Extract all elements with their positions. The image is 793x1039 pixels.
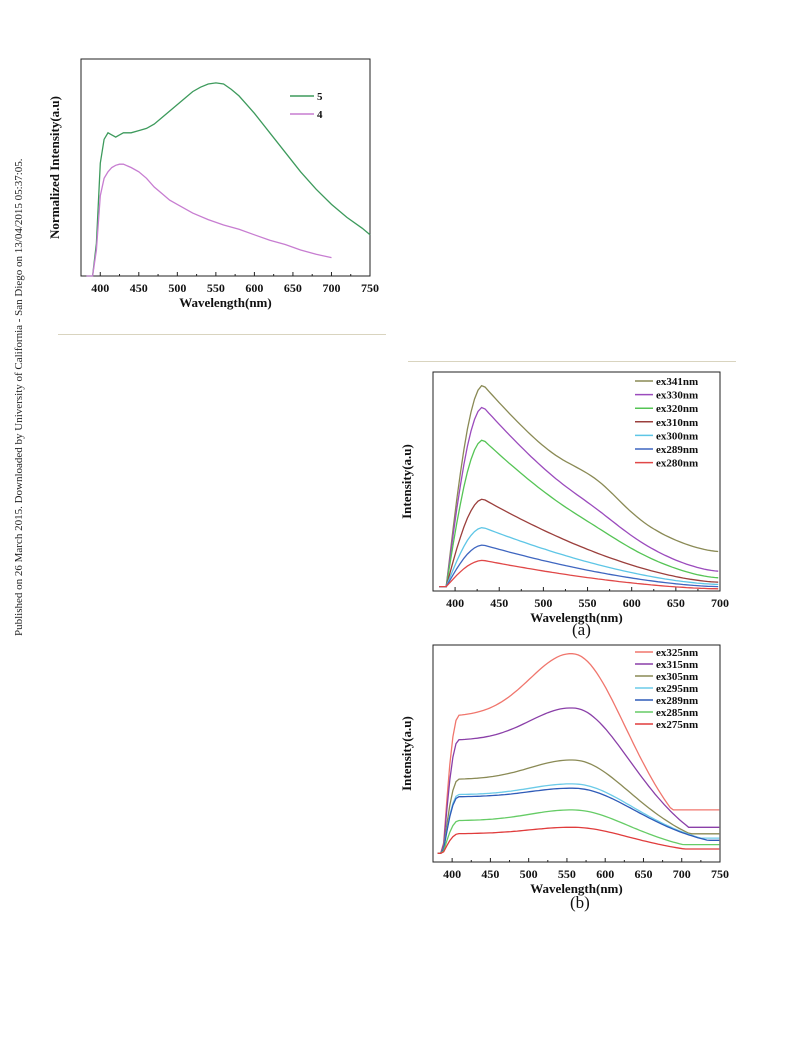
x-tick-label: 550 bbox=[579, 596, 597, 610]
series-line-4 bbox=[86, 163, 332, 277]
y-axis-label: Normalized Intensity(a.u) bbox=[47, 96, 62, 239]
chart-a-intensity: 400 450 500 550 600 650 700 Wavelength(nm) Inten… bbox=[399, 371, 729, 625]
legend-label-ex289nm: ex289nm bbox=[656, 444, 698, 456]
chart-normalized-intensity: 400 450 500 550 600 650 700 750 Wavelength(nm) No… bbox=[47, 58, 379, 310]
series-line-ex325nm bbox=[437, 653, 720, 854]
series-line-ex285nm bbox=[437, 809, 720, 854]
plot-frame bbox=[432, 371, 721, 592]
series-line-ex310nm bbox=[439, 498, 719, 588]
x-tick-label: 750 bbox=[711, 867, 729, 881]
legend-label-4: 4 bbox=[317, 109, 323, 121]
x-axis-label: Wavelength(nm) bbox=[179, 295, 271, 310]
series-line-ex280nm bbox=[439, 559, 719, 590]
legend-label-5: 5 bbox=[317, 91, 323, 103]
legend-label-ex330nm: ex330nm bbox=[656, 390, 698, 402]
legend-label-ex295nm: ex295nm bbox=[656, 683, 698, 695]
legend-label-ex305nm: ex305nm bbox=[656, 671, 698, 683]
legend-label-ex275nm: ex275nm bbox=[656, 719, 698, 731]
divider-left bbox=[58, 334, 386, 335]
x-axis-label: Wavelength(nm) bbox=[530, 881, 622, 896]
x-tick-label: 700 bbox=[711, 596, 729, 610]
legend-label-ex315nm: ex315nm bbox=[656, 659, 698, 671]
series-line-5 bbox=[86, 82, 371, 277]
x-axis-label: Wavelength(nm) bbox=[530, 610, 622, 625]
plot-frame bbox=[432, 644, 721, 863]
x-tick-label: 550 bbox=[207, 281, 225, 295]
legend-label-ex341nm: ex341nm bbox=[656, 376, 698, 388]
series-line-ex341nm bbox=[439, 384, 719, 588]
series-line-ex305nm bbox=[437, 759, 720, 854]
series-line-ex289nm bbox=[437, 787, 720, 854]
x-tick-label: 600 bbox=[623, 596, 641, 610]
x-tick-label: 750 bbox=[361, 281, 379, 295]
series-line-ex289nm bbox=[439, 544, 719, 588]
legend-label-ex280nm: ex280nm bbox=[656, 458, 698, 470]
legend-label-ex285nm: ex285nm bbox=[656, 707, 698, 719]
series-line-ex275nm bbox=[437, 826, 720, 854]
series-line-ex315nm bbox=[437, 707, 720, 854]
x-tick-label: 650 bbox=[667, 596, 685, 610]
x-tick-label: 500 bbox=[534, 596, 552, 610]
chart-b-intensity: 400 450 500 550 600 650 700 750 Wavelength(nm) In… bbox=[399, 644, 729, 896]
legend-label-ex300nm: ex300nm bbox=[656, 430, 698, 442]
x-tick-label: 600 bbox=[245, 281, 263, 295]
series-line-ex295nm bbox=[437, 783, 720, 854]
legend-label-ex289nm: ex289nm bbox=[656, 695, 698, 707]
legend-label-ex310nm: ex310nm bbox=[656, 417, 698, 429]
legend-label-ex325nm: ex325nm bbox=[656, 647, 698, 659]
x-tick-label: 400 bbox=[91, 281, 109, 295]
x-tick-label: 450 bbox=[490, 596, 508, 610]
x-tick-label: 450 bbox=[481, 867, 499, 881]
x-tick-label: 500 bbox=[520, 867, 538, 881]
x-tick-label: 500 bbox=[168, 281, 186, 295]
plot-frame bbox=[80, 58, 371, 277]
y-axis-label: Intensity(a.u) bbox=[399, 444, 414, 519]
x-tick-label: 600 bbox=[596, 867, 614, 881]
y-axis-label: Intensity(a.u) bbox=[399, 716, 414, 791]
series-line-ex300nm bbox=[439, 527, 719, 588]
series-line-ex320nm bbox=[439, 439, 719, 588]
caption-a: (a) bbox=[572, 620, 591, 639]
x-tick-label: 450 bbox=[130, 281, 148, 295]
x-tick-label: 700 bbox=[673, 867, 691, 881]
x-tick-label: 700 bbox=[322, 281, 340, 295]
caption-b: (b) bbox=[570, 893, 590, 912]
x-tick-label: 400 bbox=[446, 596, 464, 610]
x-tick-label: 550 bbox=[558, 867, 576, 881]
x-tick-label: 650 bbox=[634, 867, 652, 881]
legend-label-ex320nm: ex320nm bbox=[656, 403, 698, 415]
divider-right bbox=[408, 361, 736, 362]
series-line-ex330nm bbox=[439, 406, 719, 588]
x-tick-label: 400 bbox=[443, 867, 461, 881]
x-tick-label: 650 bbox=[284, 281, 302, 295]
